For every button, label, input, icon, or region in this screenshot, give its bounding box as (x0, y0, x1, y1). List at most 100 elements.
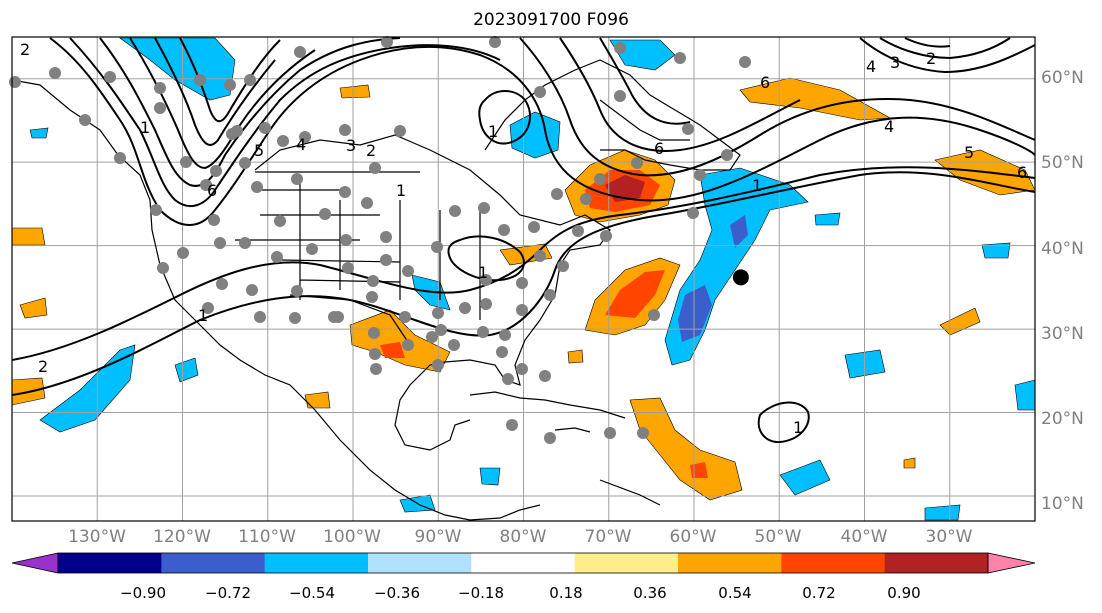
station-dot (114, 152, 126, 164)
contour-label: 5 (964, 143, 974, 162)
negative-anomaly-area (924, 504, 961, 521)
station-dot (459, 302, 471, 314)
station-dot (380, 231, 392, 243)
colorbar-tick-label: 0.72 (802, 584, 836, 602)
station-dot (291, 285, 303, 297)
station-dot (369, 162, 381, 174)
station-dot (299, 131, 311, 143)
contour-label: 2 (38, 357, 48, 376)
colorbar-segment (678, 553, 782, 573)
negative-anomaly-core (678, 285, 712, 342)
station-dot (208, 214, 220, 226)
map-frame (11, 36, 1036, 522)
contour-label: 6 (207, 181, 217, 200)
contour-label: 6 (654, 139, 664, 158)
station-dot (202, 302, 214, 314)
station-dot (339, 186, 351, 198)
lon-label: 130°W (68, 527, 126, 547)
station-dot (431, 241, 443, 253)
colorbar-tick-label: 0.90 (887, 584, 921, 602)
colorbar-tick-label: −0.72 (205, 584, 251, 602)
negative-anomaly-area (981, 242, 1011, 259)
station-dot (259, 122, 271, 134)
contour-label: 6 (1017, 163, 1027, 182)
station-dot (432, 307, 444, 319)
station-dot (432, 359, 444, 371)
contour-label: 5 (254, 141, 264, 160)
colorbar-extend-min (11, 552, 59, 574)
positive-anomaly-area (629, 397, 743, 501)
station-dot (402, 339, 414, 351)
station-dot (210, 165, 222, 177)
station-dot (368, 327, 380, 339)
positive-anomaly-core (605, 270, 665, 318)
negative-anomaly-area (29, 127, 49, 139)
station-dot (214, 237, 226, 249)
station-dot (224, 79, 236, 91)
station-dot (516, 277, 528, 289)
contour-label: 1 (488, 122, 498, 141)
positive-anomaly-area (567, 349, 584, 364)
station-dot (648, 309, 660, 321)
colorbar-segment (884, 553, 989, 573)
station-dot (177, 247, 189, 259)
positive-anomaly-peak (605, 175, 645, 202)
positive-anomaly-area (939, 307, 981, 336)
station-dot (289, 312, 301, 324)
positive-anomaly-area (903, 457, 916, 469)
station-dot (721, 149, 733, 161)
negative-anomaly-core (730, 215, 748, 248)
colorbar-tick-label: −0.18 (458, 584, 504, 602)
station-dot (154, 102, 166, 114)
station-dot (231, 125, 243, 137)
lon-label: 90°W (414, 527, 462, 547)
lat-lon-grid (12, 37, 1035, 521)
positive-anomaly-area (304, 391, 331, 409)
station-dot (370, 363, 382, 375)
station-dot (614, 90, 626, 102)
station-dot (694, 169, 706, 181)
station-dot (246, 284, 258, 296)
station-dot (580, 193, 592, 205)
station-dot (79, 114, 91, 126)
station-dot (489, 36, 501, 48)
negative-anomaly-area (1014, 379, 1035, 411)
lon-label: 80°W (499, 527, 547, 547)
contour-label: 3 (346, 136, 356, 155)
station-dot (342, 262, 354, 274)
station-dot (687, 207, 699, 219)
station-dot (328, 311, 340, 323)
station-dot (435, 324, 447, 336)
station-dot (551, 188, 563, 200)
station-dot (274, 215, 286, 227)
station-dot (150, 204, 162, 216)
station-dot (200, 179, 212, 191)
station-dot (271, 251, 283, 263)
colorbar-tick-label: 0.36 (633, 584, 667, 602)
colorbar (11, 552, 1036, 574)
station-dot (449, 205, 461, 217)
contour-label: 1 (752, 176, 762, 195)
negative-anomaly-area (39, 344, 136, 433)
station-dot (319, 208, 331, 220)
lon-label: 60°W (669, 527, 717, 547)
station-dot (366, 291, 378, 303)
contour-labels: 2 1 6 5 4 3 2 1 1 6 1 1 2 1 6 4 3 2 4 5 … (20, 40, 1027, 437)
station-dot (506, 419, 518, 431)
station-dot (239, 237, 251, 249)
station-dot (544, 432, 556, 444)
contour-label: 2 (926, 49, 936, 68)
contour-label: 1 (198, 306, 208, 325)
negative-anomaly-area (174, 357, 199, 383)
station-dot (394, 125, 406, 137)
colorbar-frame (57, 552, 989, 574)
station-dot (306, 243, 318, 255)
contour-label: 3 (890, 53, 900, 72)
station-dot (637, 427, 649, 439)
lat-label: 30°N (1041, 324, 1084, 344)
station-dot (254, 311, 266, 323)
contour-label: 1 (478, 263, 488, 282)
colorbar-tick-label: −0.90 (120, 584, 166, 602)
storm-position-marker (732, 269, 749, 286)
